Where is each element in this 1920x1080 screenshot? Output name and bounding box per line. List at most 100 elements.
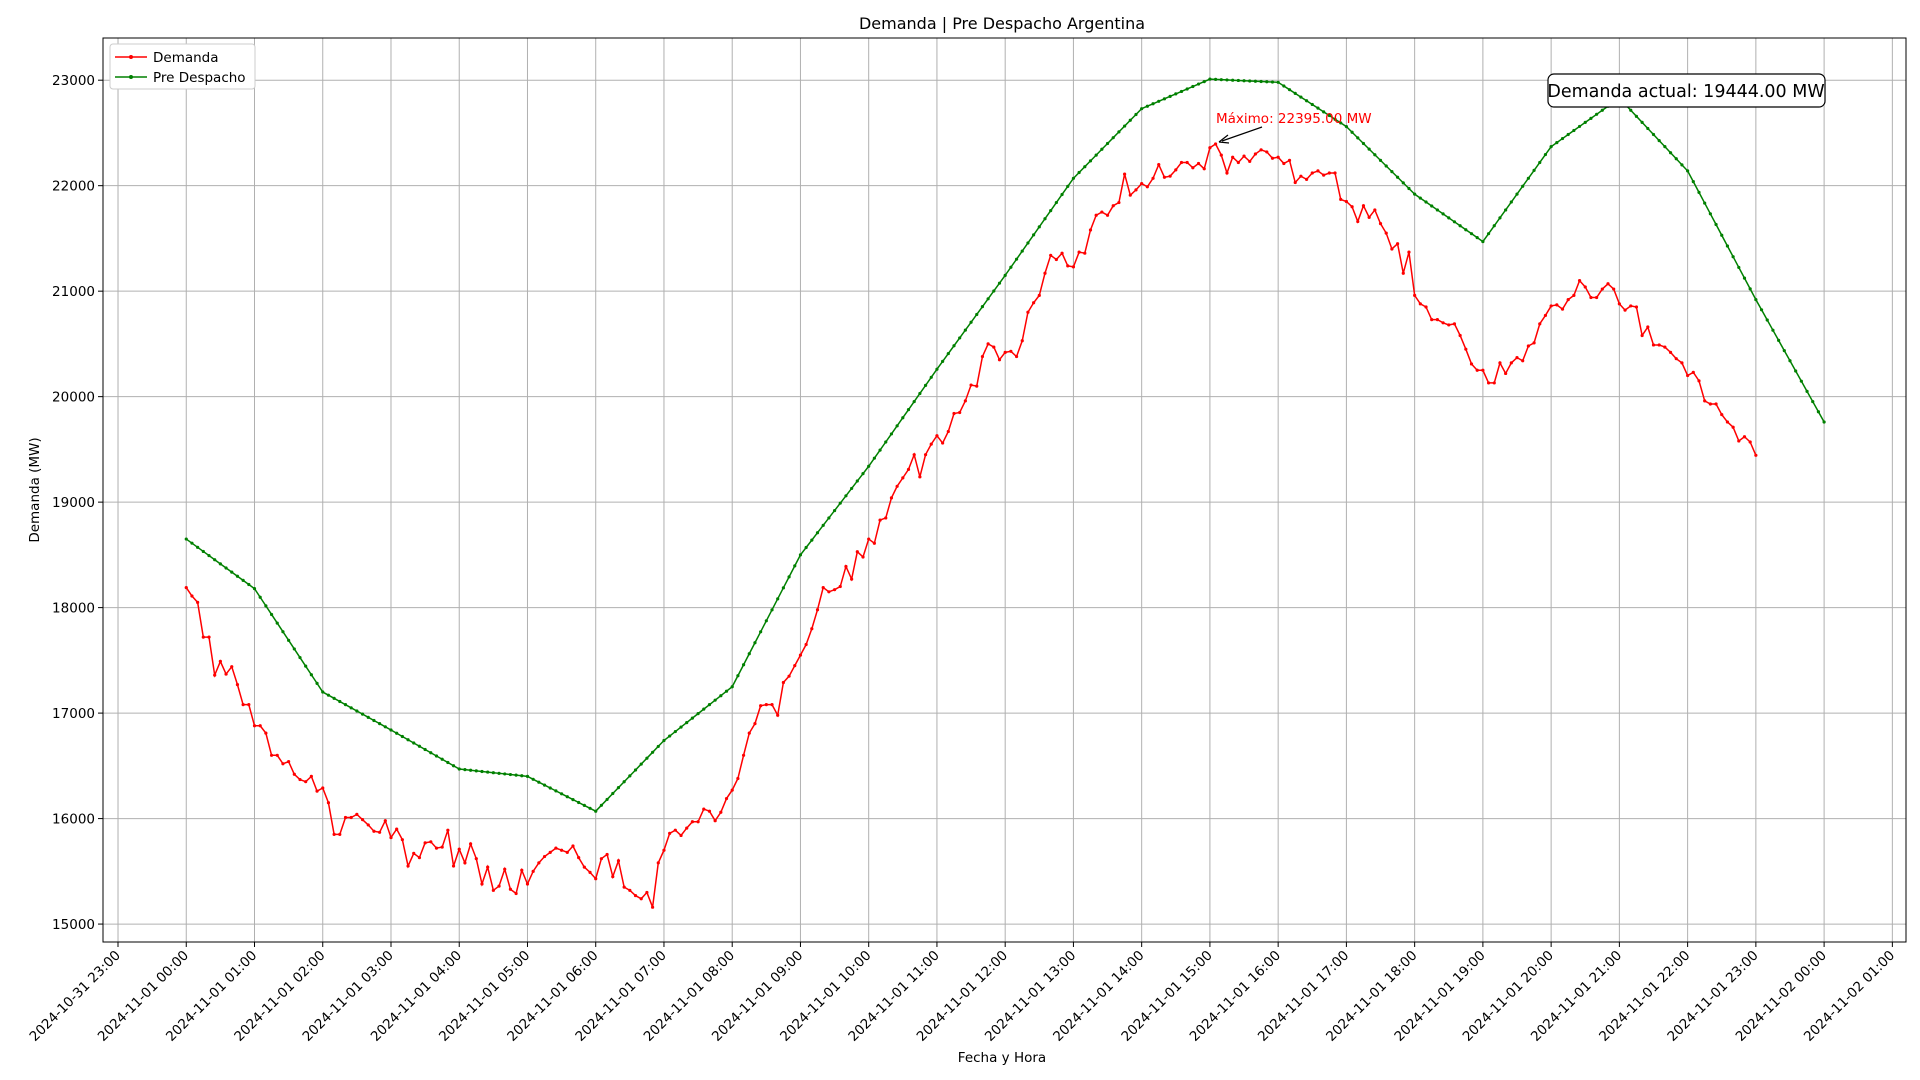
point-pre-despacho (1077, 170, 1081, 175)
point-demanda (1555, 303, 1559, 307)
point-demanda (1612, 287, 1616, 291)
legend-label-pre-despacho: Pre Despacho (153, 70, 246, 86)
point-pre-despacho (1549, 145, 1553, 149)
point-demanda (736, 776, 740, 781)
point-demanda (355, 812, 359, 816)
point-pre-despacho (559, 792, 564, 796)
point-demanda (1185, 160, 1189, 165)
point-demanda (1026, 310, 1030, 314)
point-pre-despacho (554, 789, 558, 793)
point-pre-despacho (275, 621, 279, 625)
point-demanda (486, 865, 490, 869)
point-demanda (582, 865, 586, 869)
point-demanda (1191, 166, 1195, 170)
point-demanda (1725, 420, 1730, 424)
point-demanda (844, 564, 848, 569)
point-pre-despacho (582, 803, 586, 807)
point-demanda (901, 476, 905, 480)
point-demanda (832, 588, 837, 592)
point-pre-despacho (1521, 184, 1525, 188)
point-demanda (1686, 373, 1690, 378)
point-demanda (1214, 142, 1218, 146)
point-demanda (201, 635, 205, 639)
point-demanda (343, 815, 348, 820)
point-pre-despacho (724, 689, 729, 693)
point-pre-despacho (895, 424, 899, 428)
point-pre-despacho (1236, 78, 1240, 83)
point-demanda (247, 703, 251, 707)
point-demanda (315, 789, 319, 793)
point-demanda (1748, 440, 1752, 444)
point-demanda (952, 411, 956, 416)
point-demanda (184, 585, 188, 590)
point-demanda (1225, 171, 1229, 175)
point-demanda (923, 453, 928, 457)
point-pre-despacho (1799, 379, 1803, 383)
point-pre-despacho (1390, 170, 1394, 174)
point-pre-despacho (264, 604, 268, 608)
point-pre-despacho (668, 734, 672, 738)
point-demanda (1276, 155, 1280, 159)
point-pre-despacho (1543, 152, 1548, 157)
point-demanda (1509, 361, 1513, 365)
point-pre-despacho (1538, 160, 1542, 165)
point-demanda (594, 877, 598, 881)
point-demanda (1538, 322, 1542, 326)
point-demanda (1077, 250, 1081, 254)
point-pre-despacho (1577, 124, 1582, 129)
point-pre-despacho (1014, 257, 1019, 261)
point-pre-despacho (1754, 298, 1758, 302)
point-pre-despacho (417, 744, 422, 748)
point-pre-despacho (1276, 80, 1280, 84)
point-pre-despacho (855, 479, 859, 483)
point-pre-despacho (958, 336, 962, 340)
point-pre-despacho (235, 574, 240, 578)
point-demanda (827, 590, 831, 594)
point-pre-despacho (1674, 157, 1678, 161)
y-tick-label: 20000 (52, 390, 95, 406)
point-demanda (1020, 339, 1024, 343)
point-pre-despacho (440, 757, 444, 761)
maximum-annotation: Máximo: 22395.00 MW (1216, 111, 1372, 144)
point-demanda (542, 854, 547, 859)
point-demanda (1367, 215, 1371, 219)
point-pre-despacho (326, 693, 331, 697)
point-pre-despacho (923, 383, 928, 387)
point-pre-despacho (1140, 107, 1144, 111)
point-pre-despacho (1504, 208, 1508, 212)
point-demanda (338, 832, 342, 837)
point-pre-despacho (690, 716, 694, 720)
point-demanda (1521, 359, 1525, 363)
point-pre-despacho (1515, 192, 1519, 196)
point-pre-despacho (1066, 184, 1070, 188)
point-demanda (1066, 264, 1070, 268)
point-pre-despacho (1316, 106, 1320, 110)
point-pre-despacho (571, 797, 575, 802)
point-demanda (1287, 158, 1292, 162)
point-pre-despacho (1299, 95, 1303, 99)
point-demanda (878, 518, 882, 522)
point-demanda (1646, 325, 1650, 329)
point-pre-despacho (1378, 158, 1383, 162)
point-demanda (1111, 204, 1115, 208)
point-demanda (1435, 318, 1439, 322)
point-pre-despacho (980, 305, 985, 309)
point-pre-despacho (1322, 110, 1326, 114)
point-pre-despacho (486, 770, 490, 774)
point-demanda (759, 704, 763, 708)
point-demanda (1003, 350, 1007, 354)
point-pre-despacho (1691, 180, 1695, 184)
point-demanda (1242, 154, 1246, 158)
point-demanda (810, 627, 814, 631)
point-demanda (1265, 150, 1269, 154)
point-demanda (1123, 172, 1127, 176)
point-demanda (1651, 343, 1656, 347)
point-demanda (747, 731, 751, 735)
point-pre-despacho (753, 641, 757, 645)
point-demanda (867, 537, 871, 541)
point-demanda (645, 890, 649, 895)
point-pre-despacho (605, 797, 609, 802)
point-demanda (1174, 168, 1178, 172)
point-demanda (1407, 250, 1411, 254)
point-pre-despacho (1475, 236, 1479, 240)
